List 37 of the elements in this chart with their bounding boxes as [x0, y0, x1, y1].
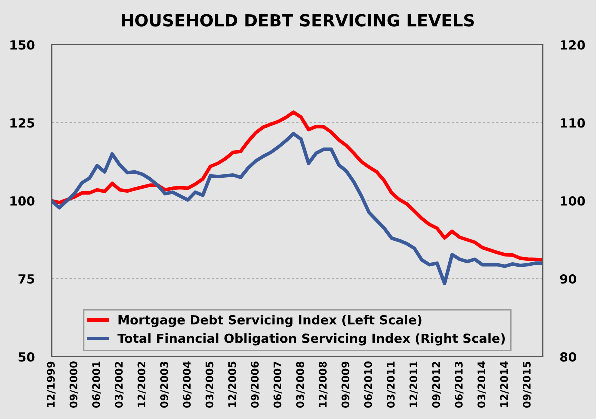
y2-tick-label: 110 [561, 118, 586, 128]
x-tick-label: 06/2004 [183, 362, 192, 408]
x-tick-label: 12/2005 [228, 362, 238, 408]
x-tick-label: 09/2000 [70, 362, 79, 408]
x-tick-label: 12/2002 [138, 362, 146, 408]
x-tick-label: 12/2014 [500, 362, 510, 408]
x-tick-label: 09/2012 [432, 362, 442, 408]
y-tick-label: 100 [10, 196, 35, 206]
x-tick-label: 09/2006 [251, 362, 260, 408]
x-tick-label: 06/2007 [274, 362, 282, 408]
y2-tick-label: 90 [560, 274, 576, 284]
x-tick-label: 06/2010 [364, 362, 374, 408]
x-tick-label: 03/2002 [115, 362, 124, 408]
y-tick-label: 50 [18, 352, 35, 362]
y2-tick-label: 100 [561, 196, 586, 206]
y2-tick-label: 80 [560, 352, 576, 362]
x-tick-label: 12/2011 [410, 362, 418, 408]
x-tick-label: 12/1999 [47, 362, 56, 408]
x-tick-label: 09/2015 [523, 362, 532, 408]
x-tick-label: 03/2008 [296, 362, 306, 408]
x-tick-label: 12/2008 [319, 362, 328, 408]
chart-title: HOUSEHOLD DEBT SERVICING LEVELS [122, 14, 474, 27]
x-tick-label: 06/2013 [455, 362, 464, 408]
x-tick-label: 03/2005 [206, 362, 214, 408]
line-series [52, 110, 543, 262]
legend-label: Mortgage Debt Servicing Index (Left Scale) [118, 315, 422, 328]
x-tick-label: 03/2011 [387, 362, 396, 408]
x-tick-label: 06/2001 [92, 362, 102, 408]
y2-tick-label: 120 [561, 40, 586, 50]
x-tick-label: 03/2014 [478, 362, 486, 408]
y-tick-label: 125 [10, 118, 34, 128]
x-tick-label: 09/2003 [160, 362, 170, 408]
x-tick-label: 09/2009 [342, 362, 350, 408]
legend-label: Total Financial Obligation Servicing Index (Right Scale) [118, 334, 506, 346]
y-tick-label: 150 [10, 40, 35, 50]
y-tick-label: 75 [18, 274, 34, 284]
line-series [52, 132, 543, 286]
